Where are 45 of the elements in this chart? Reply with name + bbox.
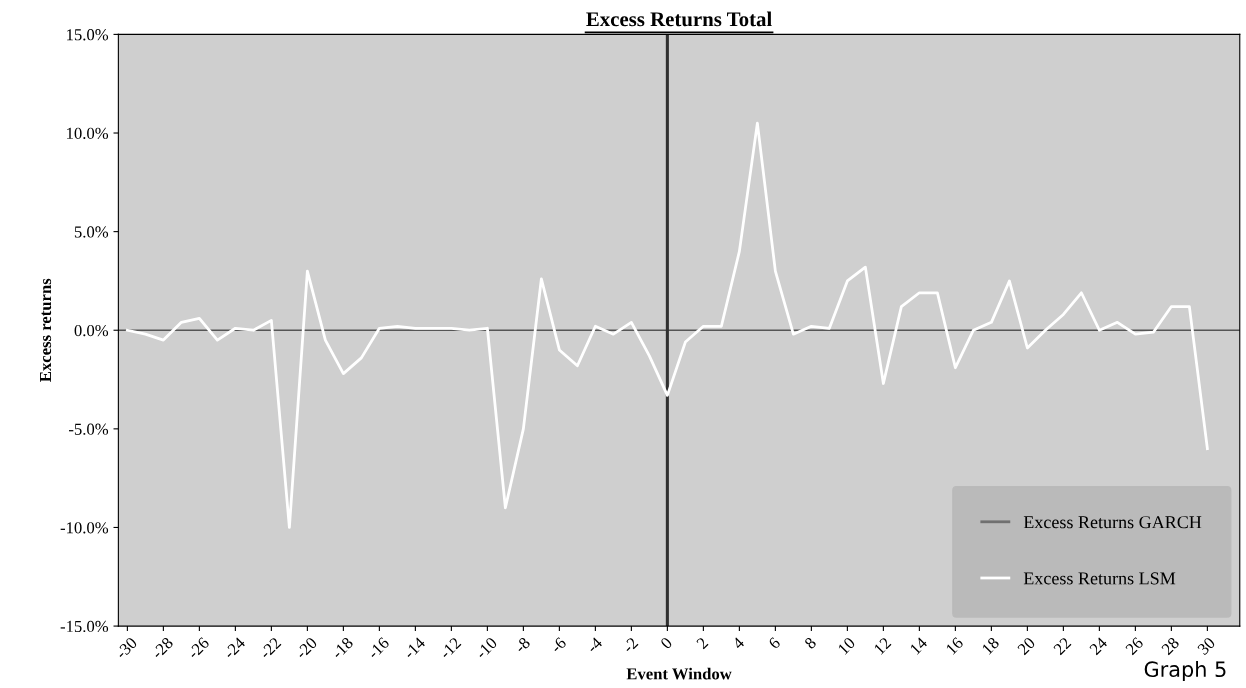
y-tick-label: 15.0% <box>67 29 109 41</box>
x-tick-label: 4 <box>731 636 745 650</box>
x-tick-label: -26 <box>186 636 210 660</box>
legend-label: Excess Returns GARCH <box>1023 516 1202 529</box>
line-series <box>125 121 1209 529</box>
x-tick-label: -12 <box>438 636 462 660</box>
y-tick-label: 5.0% <box>74 226 109 238</box>
caption: Graph 5 <box>1144 660 1226 682</box>
x-tick-label: 14 <box>909 636 928 655</box>
x-tick-label: -22 <box>258 636 282 660</box>
x-tick-label: 18 <box>981 636 1000 655</box>
x-tick-label: 20 <box>1016 636 1036 656</box>
x-tick-label: -24 <box>222 636 246 660</box>
x-tick-label: 12 <box>873 636 892 655</box>
legend-label: Excess Returns LSM <box>1023 572 1176 585</box>
x-tick-label: -18 <box>330 636 354 660</box>
x-tick-label: -4 <box>585 636 603 654</box>
x-tick-label: 26 <box>1125 636 1144 656</box>
x-tick-label: -8 <box>513 636 531 654</box>
y-tick-label: -15.0% <box>60 620 109 633</box>
x-tick-label: 28 <box>1160 636 1180 656</box>
x-axis-title: Event Window <box>626 667 732 680</box>
x-tick-label: 30 <box>1197 636 1216 656</box>
x-tick-label: -14 <box>403 636 426 660</box>
x-tick-label: -28 <box>150 636 174 660</box>
x-tick-label: -6 <box>549 636 567 654</box>
x-tick-label: 16 <box>945 636 964 655</box>
x-tick-label: 24 <box>1089 636 1108 656</box>
x-tick-label: 6 <box>767 636 781 650</box>
x-tick-label: -30 <box>114 636 138 660</box>
x-tick-label: 10 <box>837 636 856 655</box>
x-tick-label: 0 <box>659 636 673 650</box>
y-tick-label: -5.0% <box>69 423 109 435</box>
chart-title: Excess Returns Total <box>586 11 772 27</box>
x-tick-label: 2 <box>695 636 709 650</box>
y-tick-label: 0.0% <box>74 324 109 337</box>
x-tick-label: 22 <box>1053 636 1072 656</box>
y-axis-title: Excess returns <box>40 278 52 382</box>
x-tick-label: -10 <box>474 636 498 660</box>
x-tick-label: -2 <box>621 636 639 654</box>
x-tick-label: 8 <box>803 636 817 650</box>
y-tick-label: 10.0% <box>67 127 109 140</box>
y-tick-label: -10.0% <box>60 522 109 534</box>
x-tick-label: -20 <box>294 636 318 660</box>
x-tick-label: -16 <box>366 636 390 660</box>
